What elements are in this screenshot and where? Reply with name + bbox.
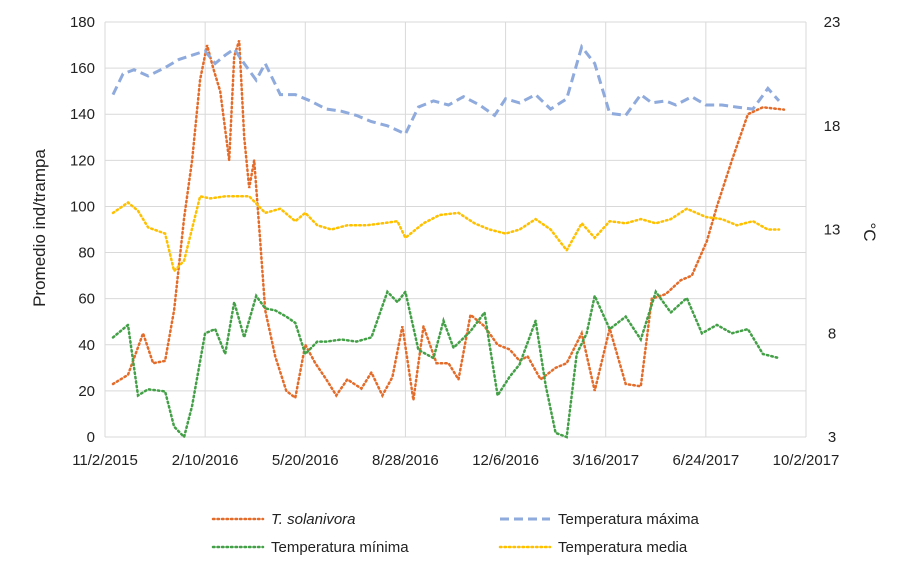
series-line-4 xyxy=(111,194,781,274)
left-tick-label: 60 xyxy=(78,291,95,308)
legend-label: T. solanivora xyxy=(271,511,356,528)
left-tick-label: 120 xyxy=(70,152,95,169)
left-axis-title: Promedio ind/trampa xyxy=(30,149,49,307)
x-axis: 11/2/2015 2/10/2016 5/20/2016 8/28/2016 12/6… xyxy=(72,452,839,469)
legend-label: Temperatura mínima xyxy=(271,539,409,556)
right-tick-label: 3 xyxy=(828,429,836,446)
left-tick-label: 180 xyxy=(70,14,95,31)
right-tick-label: 23 xyxy=(824,14,841,31)
series-line-1 xyxy=(111,40,786,401)
x-tick-label: 10/2/2017 xyxy=(773,452,840,469)
left-tick-label: 100 xyxy=(70,198,95,215)
series-layer xyxy=(111,40,786,440)
series-line-3 xyxy=(111,288,781,440)
x-tick-label: 8/28/2016 xyxy=(372,452,439,469)
legend: T. solanivora Temperatura máxima Temperatu… xyxy=(211,511,700,556)
x-tick-label: 2/10/2016 xyxy=(172,452,239,469)
left-tick-label: 0 xyxy=(87,429,95,446)
series-line-2 xyxy=(111,43,781,136)
left-tick-label: 160 xyxy=(70,60,95,77)
x-tick-label: 3/16/2017 xyxy=(572,452,639,469)
x-tick-label: 12/6/2016 xyxy=(472,452,539,469)
legend-label: Temperatura media xyxy=(558,539,688,556)
right-tick-label: 18 xyxy=(824,118,841,135)
right-axis: 3 8 13 18 23 xyxy=(824,14,841,446)
x-tick-label: 11/2/2015 xyxy=(72,452,138,469)
right-tick-label: 8 xyxy=(828,325,836,342)
right-tick-label: 13 xyxy=(824,222,841,239)
left-tick-label: 20 xyxy=(78,383,95,400)
right-axis-title: °C xyxy=(860,222,879,241)
left-tick-label: 80 xyxy=(78,245,95,262)
left-tick-label: 140 xyxy=(70,106,95,123)
x-tick-label: 6/24/2017 xyxy=(672,452,739,469)
x-tick-label: 5/20/2016 xyxy=(272,452,339,469)
legend-label: Temperatura máxima xyxy=(558,511,700,528)
left-axis: 0 20 40 60 80 100 120 140 160 180 xyxy=(70,14,95,446)
left-tick-label: 40 xyxy=(78,337,95,354)
grid xyxy=(104,21,807,438)
